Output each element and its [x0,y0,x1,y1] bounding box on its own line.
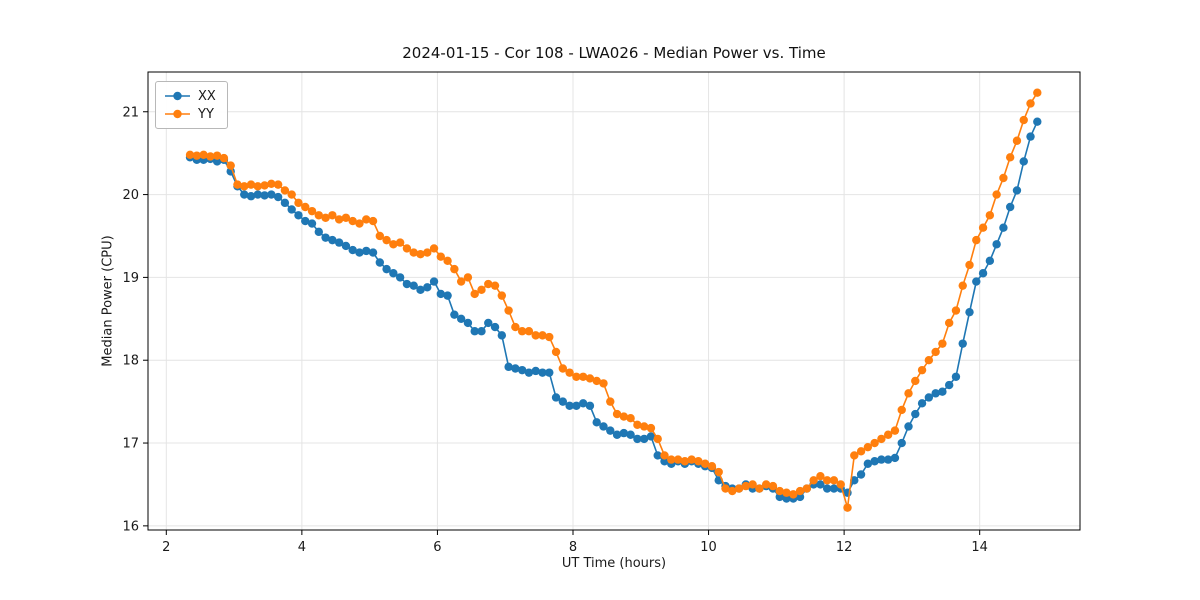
svg-text:12: 12 [836,540,853,555]
svg-text:14: 14 [971,540,988,555]
svg-text:4: 4 [298,540,306,555]
legend-label: YY [198,106,214,122]
legend: XX YY [155,81,228,129]
svg-text:18: 18 [122,354,139,369]
svg-text:21: 21 [122,105,139,120]
x-axis-label: UT Time (hours) [561,556,667,571]
legend-item-xx: XX [164,87,216,105]
svg-text:10: 10 [700,540,717,555]
svg-text:17: 17 [122,437,139,452]
svg-text:2: 2 [162,540,170,555]
svg-text:20: 20 [122,188,139,203]
y-axis-label: Median Power (CPU) [100,235,116,367]
legend-marker-line-dot-icon [165,91,190,101]
legend-label: XX [198,88,216,104]
chart-title: 2024-01-15 - Cor 108 - LWA026 - Median P… [402,44,826,62]
svg-text:16: 16 [122,519,139,534]
legend-marker-line-dot-icon [165,109,190,119]
svg-text:19: 19 [122,271,139,286]
legend-item-yy: YY [164,105,216,123]
svg-text:8: 8 [569,540,577,555]
svg-text:6: 6 [433,540,441,555]
